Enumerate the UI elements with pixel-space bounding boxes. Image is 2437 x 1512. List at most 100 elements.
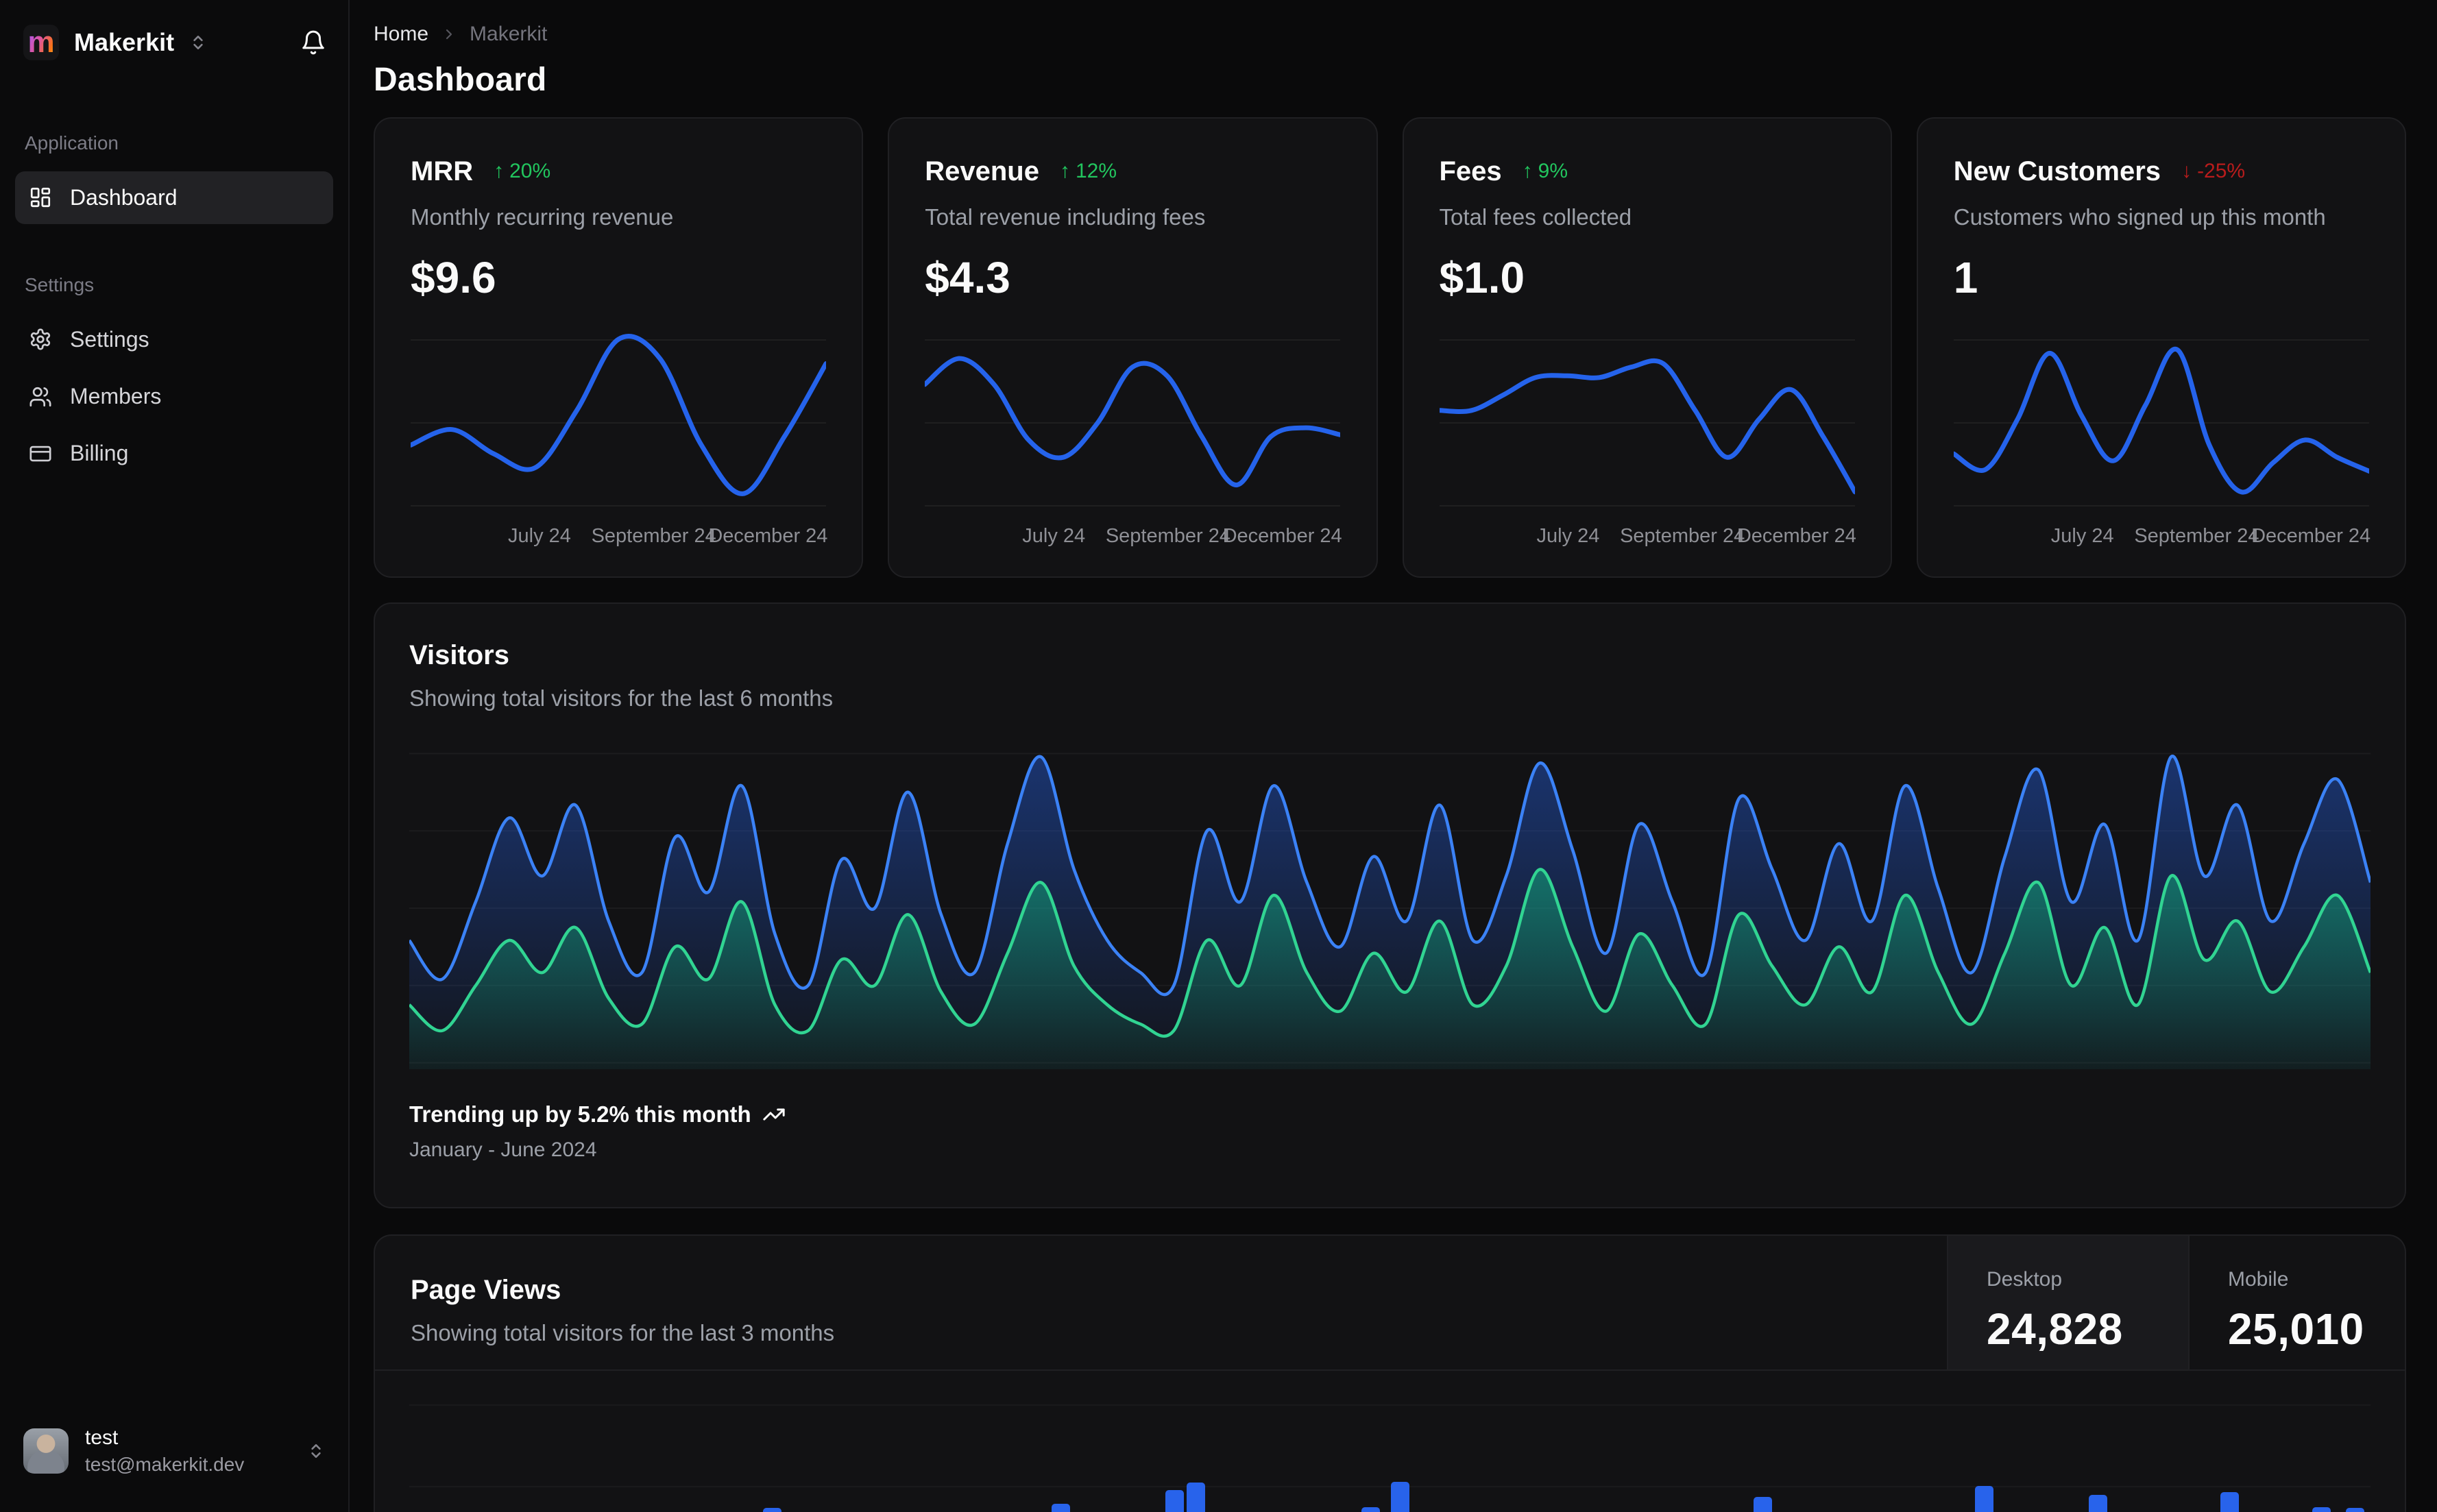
- arrow-down-icon: ↓: [2181, 160, 2192, 183]
- credit-card-icon: [29, 442, 52, 465]
- page-views-subtitle: Showing total visitors for the last 3 mo…: [411, 1320, 835, 1346]
- stat-card-trend: ↑ 9%: [1523, 158, 1568, 186]
- x-axis-labels: July 24 September 24 December 24: [925, 513, 1342, 552]
- stat-card-value: 1: [1953, 252, 1978, 302]
- breadcrumb-current: Makerkit: [470, 23, 548, 45]
- nav-group-label: Application: [25, 132, 119, 154]
- revenue-sparkline-chart: July 24 September 24 December 24: [925, 325, 1342, 552]
- toggle-desktop[interactable]: Desktop 24,828: [1947, 1236, 2188, 1369]
- x-axis-labels: July 24 September 24 December 24: [1954, 513, 2371, 552]
- axis-tick: December 24: [1222, 525, 1342, 548]
- sidebar-item-dashboard[interactable]: Dashboard: [15, 171, 333, 224]
- line-chart: [1439, 325, 1855, 513]
- fees-sparkline-chart: July 24 September 24 December 24: [1439, 325, 1856, 552]
- arrow-up-icon: ↑: [1522, 160, 1533, 183]
- sidebar-item-members[interactable]: Members: [15, 370, 333, 423]
- visitors-trend-text: Trending up by 5.2% this month: [409, 1101, 751, 1127]
- breadcrumb-home-link[interactable]: Home: [374, 23, 429, 45]
- stat-card-title: MRR: [411, 156, 474, 187]
- gear-icon: [29, 328, 52, 351]
- line-chart: [925, 325, 1341, 513]
- page-views-title: Page Views: [411, 1275, 561, 1306]
- bar: [1754, 1497, 1773, 1512]
- sidebar: m Makerkit Application Dashboard Setting…: [0, 0, 350, 1512]
- stat-card-title: Revenue: [925, 156, 1039, 187]
- stat-card-description: Total fees collected: [1439, 204, 1632, 230]
- chevrons-up-down-icon: [189, 34, 207, 51]
- toggle-label: Mobile: [2228, 1268, 2289, 1291]
- toggle-value: 24,828: [1987, 1304, 2123, 1354]
- axis-tick: September 24: [1620, 525, 1745, 548]
- stat-card-title: Fees: [1439, 156, 1502, 187]
- user-name: test: [85, 1426, 119, 1449]
- new-customers-sparkline-chart: July 24 September 24 December 24: [1953, 325, 2371, 552]
- visitors-title: Visitors: [409, 640, 509, 671]
- team-switcher[interactable]: m Makerkit: [23, 25, 207, 60]
- users-icon: [29, 385, 52, 409]
- visitors-subtitle: Showing total visitors for the last 6 mo…: [409, 685, 834, 711]
- bar: [1390, 1482, 1409, 1512]
- sidebar-item-label: Settings: [70, 326, 149, 352]
- team-name: Makerkit: [74, 27, 175, 56]
- main-content: Home Makerkit Dashboard MRR ↑ 20% Monthly…: [350, 0, 2437, 1512]
- stat-card-trend: ↑ 12%: [1060, 158, 1117, 186]
- bar: [1187, 1483, 1206, 1512]
- x-axis-labels: July 24 September 24 December 24: [1440, 513, 1856, 552]
- bar: [1361, 1507, 1380, 1512]
- logo-letter: m: [27, 25, 55, 59]
- bar: [2346, 1508, 2365, 1512]
- stat-card-value: $9.6: [411, 252, 496, 302]
- stat-card-new-customers: New Customers ↓ -25% Customers who signed…: [1916, 117, 2406, 578]
- axis-tick: July 24: [507, 525, 571, 548]
- axis-tick: September 24: [1105, 525, 1230, 548]
- bell-icon: [300, 29, 326, 56]
- makerkit-logo: m: [23, 25, 59, 60]
- toggle-value: 25,010: [2228, 1304, 2364, 1354]
- dashboard-icon: [29, 186, 52, 209]
- avatar: [23, 1428, 69, 1474]
- notifications-button[interactable]: [300, 29, 326, 56]
- stat-card-description: Total revenue including fees: [925, 204, 1206, 230]
- axis-tick: September 24: [591, 525, 716, 548]
- toggle-label: Desktop: [1987, 1268, 2063, 1291]
- sidebar-item-billing[interactable]: Billing: [15, 427, 333, 480]
- sidebar-item-label: Dashboard: [70, 184, 178, 210]
- line-chart: [1953, 325, 2369, 513]
- axis-tick: July 24: [2050, 525, 2114, 548]
- axis-tick: December 24: [2251, 525, 2371, 548]
- x-axis-labels: July 24 September 24 December 24: [411, 513, 827, 552]
- sidebar-item-settings[interactable]: Settings: [15, 313, 333, 366]
- mrr-sparkline-chart: July 24 September 24 December 24: [411, 325, 827, 552]
- stat-card-description: Monthly recurring revenue: [411, 204, 674, 230]
- visitors-card: Visitors Showing total visitors for the …: [374, 602, 2406, 1209]
- user-email: test@makerkit.dev: [85, 1454, 245, 1476]
- gridline: [409, 1404, 2371, 1406]
- bar: [1051, 1504, 1070, 1512]
- stat-card-trend: ↓ -25%: [2181, 158, 2245, 186]
- stat-card-title: New Customers: [1953, 156, 2161, 187]
- sidebar-item-label: Members: [70, 383, 162, 409]
- page-title: Dashboard: [374, 61, 547, 98]
- nav-group-settings: Settings Settings Members Billing: [15, 272, 333, 484]
- visitors-footer: Trending up by 5.2% this month January -…: [409, 1099, 2371, 1165]
- trending-up-icon: [762, 1103, 786, 1126]
- nav-group-application: Application Dashboard: [15, 130, 333, 228]
- stat-card-value: $1.0: [1439, 252, 1525, 302]
- gridline: [409, 1486, 2371, 1487]
- axis-tick: July 24: [1022, 525, 1086, 548]
- user-menu[interactable]: test test@makerkit.dev: [15, 1417, 333, 1485]
- stat-card-description: Customers who signed up this month: [1953, 204, 2326, 230]
- stat-card-trend: ↑ 20%: [494, 158, 550, 186]
- bar: [2312, 1507, 2331, 1512]
- page-views-header: Page Views Showing total visitors for th…: [375, 1236, 2405, 1371]
- axis-tick: December 24: [1736, 525, 1856, 548]
- stat-cards-row: MRR ↑ 20% Monthly recurring revenue $9.6 …: [374, 117, 2406, 578]
- page-views-bar-chart: [409, 1371, 2371, 1512]
- toggle-mobile[interactable]: Mobile 25,010: [2188, 1236, 2405, 1369]
- arrow-up-icon: ↑: [494, 160, 505, 183]
- chevrons-up-down-icon: [307, 1442, 325, 1460]
- page-views-heading: Page Views Showing total visitors for th…: [375, 1236, 1947, 1369]
- sidebar-item-label: Billing: [70, 441, 129, 466]
- line-chart: [411, 325, 826, 513]
- breadcrumb: Home Makerkit: [374, 21, 2406, 49]
